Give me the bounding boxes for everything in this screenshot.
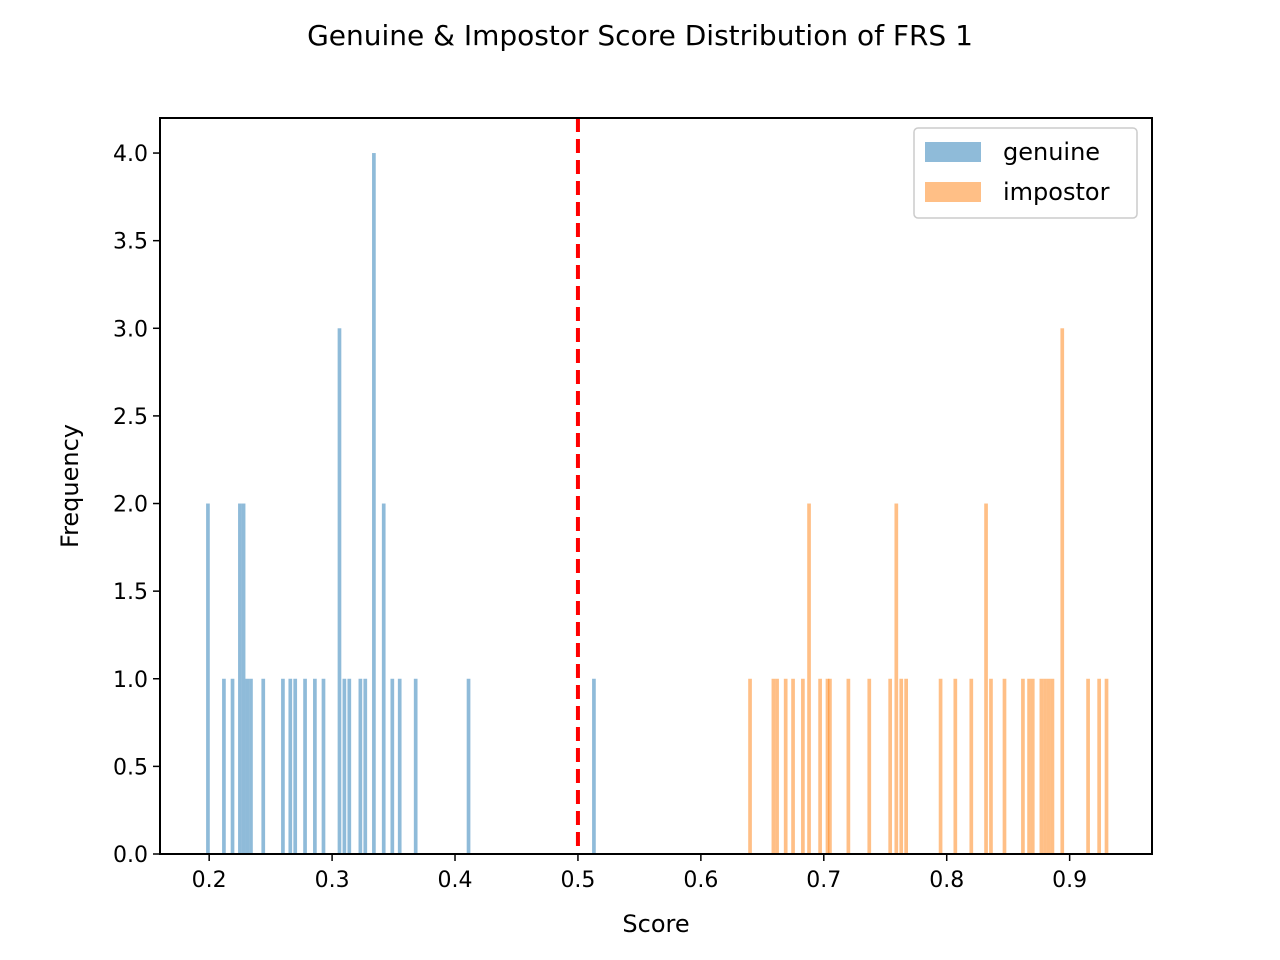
plot-frame: [159, 117, 1153, 855]
genuine-bar: [206, 503, 210, 854]
impostor-bar: [989, 678, 993, 854]
impostor-bar: [1060, 328, 1065, 854]
legend-swatch-impostor: [925, 182, 981, 202]
legend-swatch-genuine: [925, 142, 981, 162]
genuine-bar: [313, 678, 317, 854]
y-tick-label: 2.5: [113, 405, 148, 430]
impostor-bar: [1027, 678, 1031, 854]
impostor-bar: [899, 678, 904, 854]
impostor-bar: [1086, 678, 1090, 854]
y-tick-label: 1.5: [113, 580, 148, 605]
genuine-bar: [342, 678, 347, 854]
genuine-bar: [238, 503, 242, 854]
impostor-bar: [953, 678, 958, 854]
impostor-bar: [1104, 678, 1109, 854]
impostor-bar: [771, 678, 776, 854]
x-tick-label: 0.7: [806, 868, 841, 893]
legend-label-impostor: impostor: [1003, 178, 1110, 206]
y-tick-label: 0.5: [113, 755, 148, 780]
impostor-bar: [775, 678, 779, 854]
impostor-bar: [818, 678, 822, 854]
impostor-bar: [867, 678, 872, 854]
y-tick-label: 0.0: [113, 843, 148, 868]
impostor-bar: [783, 678, 788, 854]
genuine-bar: [241, 503, 246, 854]
impostor-bar: [894, 503, 899, 854]
impostor-bar: [1002, 678, 1007, 854]
legend: genuine impostor: [913, 127, 1138, 219]
impostor-bar: [1030, 678, 1035, 854]
genuine-bar: [230, 678, 235, 854]
genuine-bar: [592, 678, 596, 854]
genuine-bar: [288, 678, 293, 854]
genuine-bar: [347, 678, 352, 854]
impostor-bar: [904, 678, 908, 854]
bars-layer: [206, 153, 1109, 855]
genuine-bar: [293, 678, 298, 854]
genuine-bar: [381, 503, 386, 854]
genuine-bar: [249, 678, 253, 854]
impostor-bar: [1050, 678, 1055, 854]
x-tick-label: 0.5: [560, 868, 595, 893]
genuine-bar: [303, 678, 307, 854]
impostor-bar: [828, 678, 832, 854]
impostor-bar: [801, 678, 805, 854]
impostor-bar: [984, 503, 988, 854]
genuine-bar: [261, 678, 266, 854]
x-tick-label: 0.3: [315, 868, 350, 893]
impostor-bar: [791, 678, 795, 854]
impostor-bar: [807, 503, 811, 854]
y-axis-label: Frequency: [56, 424, 84, 548]
y-axis: 0.0 0.5 1.0 1.5 2.0 2.5 3.0 3.5 4.0: [113, 142, 160, 868]
y-tick-label: 3.5: [113, 230, 148, 255]
genuine-bar: [363, 678, 368, 854]
chart-title: Genuine & Impostor Score Distribution of…: [307, 19, 973, 52]
genuine-bar: [397, 678, 402, 854]
x-tick-label: 0.9: [1052, 868, 1087, 893]
genuine-bar: [245, 678, 250, 854]
impostor-bar: [748, 678, 752, 854]
y-tick-label: 3.0: [113, 317, 148, 342]
genuine-bar: [337, 328, 342, 854]
y-tick-label: 4.0: [113, 142, 148, 167]
genuine-bar: [372, 153, 376, 855]
x-tick-label: 0.4: [438, 868, 473, 893]
genuine-bar: [281, 678, 285, 854]
impostor-bar: [1046, 678, 1051, 854]
genuine-bar: [222, 678, 226, 854]
impostor-bar: [1021, 678, 1025, 854]
impostor-bar: [888, 678, 893, 854]
impostor-bar: [938, 678, 943, 854]
impostor-bar: [846, 678, 851, 854]
y-tick-label: 1.0: [113, 668, 148, 693]
genuine-bar: [390, 678, 395, 854]
genuine-bar: [466, 678, 471, 854]
legend-label-genuine: genuine: [1003, 138, 1100, 166]
impostor-bar: [825, 678, 830, 854]
impostor-bar: [1039, 678, 1044, 854]
genuine-bar: [358, 678, 363, 854]
x-tick-label: 0.8: [929, 868, 964, 893]
y-tick-label: 2.0: [113, 493, 148, 518]
impostor-bar: [1097, 678, 1101, 854]
impostor-bar: [969, 678, 974, 854]
x-axis-label: Score: [622, 910, 689, 938]
impostor-bar: [1043, 678, 1047, 854]
x-tick-label: 0.6: [683, 868, 718, 893]
x-axis: 0.2 0.3 0.4 0.5 0.6 0.7 0.8 0.9: [192, 854, 1087, 893]
genuine-bar: [321, 678, 326, 854]
x-tick-label: 0.2: [192, 868, 227, 893]
genuine-bar: [413, 678, 418, 854]
